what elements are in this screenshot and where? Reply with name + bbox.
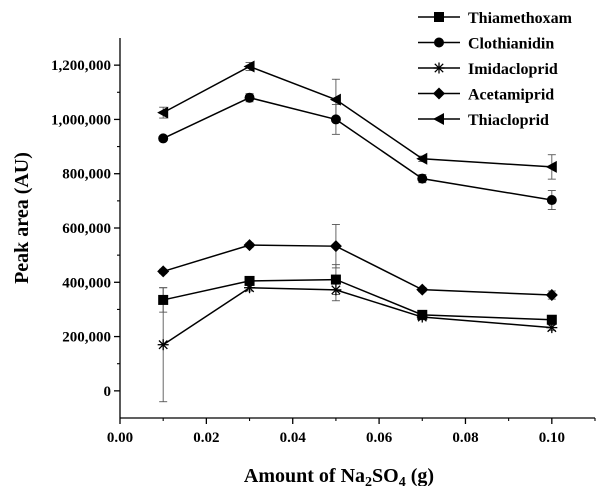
x-axis-title-main: Amount of Na — [244, 465, 365, 486]
y-tick-label: 400,000 — [62, 275, 111, 291]
marker-shape — [434, 37, 444, 48]
x-tick-label: 0.04 — [280, 430, 307, 446]
legend-item-clothianidin: Clothianidin — [418, 36, 554, 53]
legend-marker — [434, 37, 444, 48]
marker-shape — [243, 239, 256, 252]
legend-label: Clothianidin — [468, 36, 554, 53]
x-axis-title-sub-1: 2 — [365, 475, 372, 486]
marker-shape — [416, 283, 429, 296]
data-point-thiamethoxam — [158, 294, 169, 305]
data-point-imidacloprid — [244, 282, 256, 294]
marker-shape — [434, 12, 444, 22]
marker-shape — [330, 114, 341, 125]
marker-shape — [433, 87, 445, 100]
data-point-acetamiprid — [416, 283, 429, 296]
series-lines — [162, 65, 552, 346]
data-point-thiamethoxam — [244, 275, 255, 286]
marker-shape — [158, 133, 169, 144]
x-tick-label: 0.06 — [366, 430, 393, 446]
legend-marker — [434, 12, 444, 22]
data-point-acetamiprid — [329, 240, 342, 253]
data-point-imidacloprid — [416, 311, 428, 323]
marker-shape — [330, 274, 341, 285]
marker-shape — [546, 314, 557, 325]
marker-shape — [329, 93, 341, 106]
data-point-acetamiprid — [157, 265, 170, 278]
data-point-thiacloprid — [416, 152, 428, 165]
x-axis-title: Amount of Na2SO4 (g) — [244, 465, 434, 486]
data-point-imidacloprid — [330, 284, 342, 296]
x-axis-title-end: (g) — [406, 465, 434, 486]
y-tick-label: 0 — [104, 384, 112, 400]
legend-label: Thiamethoxam — [468, 10, 573, 27]
y-tick-label: 200,000 — [62, 330, 111, 346]
marker-shape — [244, 275, 255, 286]
marker-shape — [545, 289, 558, 302]
marker-shape — [243, 60, 255, 73]
data-point-imidacloprid — [157, 339, 169, 351]
data-point-acetamiprid — [243, 239, 256, 252]
legend-label: Thiacloprid — [468, 112, 549, 129]
data-point-thiamethoxam — [330, 274, 341, 285]
legend-item-acetamiprid: Acetamiprid — [418, 87, 554, 104]
data-point-thiacloprid — [243, 60, 255, 73]
series-markers — [157, 60, 558, 351]
data-point-thiacloprid — [329, 93, 341, 106]
y-tick-label: 1,200,000 — [51, 58, 111, 74]
data-point-thiacloprid — [157, 106, 169, 119]
legend-marker — [433, 113, 444, 125]
data-point-imidacloprid — [546, 322, 558, 334]
data-point-clothianidin — [244, 92, 255, 103]
marker-shape — [329, 240, 342, 253]
data-point-clothianidin — [158, 133, 169, 144]
marker-shape — [546, 195, 557, 206]
legend-item-thiacloprid: Thiacloprid — [418, 112, 549, 129]
marker-shape — [157, 106, 169, 119]
marker-shape — [416, 152, 428, 165]
data-point-clothianidin — [330, 114, 341, 125]
axes: 0 200,000 400,000 600,000 800,000 1,000,000 1,… — [51, 38, 596, 446]
marker-shape — [158, 294, 169, 305]
data-point-thiacloprid — [545, 160, 557, 173]
legend-label: Acetamiprid — [468, 87, 554, 104]
legend-label: Imidacloprid — [468, 61, 558, 78]
legend-marker — [433, 62, 445, 74]
data-point-thiamethoxam — [546, 314, 557, 325]
y-tick-label: 1,000,000 — [51, 112, 111, 128]
x-tick-label: 0.10 — [539, 430, 565, 446]
x-tick-label: 0.08 — [452, 430, 478, 446]
y-tick-label: 600,000 — [62, 221, 111, 237]
legend-item-imidacloprid: Imidacloprid — [418, 61, 558, 78]
marker-shape — [244, 92, 255, 103]
data-point-clothianidin — [417, 173, 428, 184]
marker-shape — [433, 113, 444, 125]
marker-shape — [417, 173, 428, 184]
legend-marker — [433, 87, 445, 100]
series-line-imidacloprid — [162, 286, 552, 346]
legend: Thiamethoxam Clothianidin Imidacloprid Acet… — [418, 10, 573, 129]
x-axis-title-sub-2: 4 — [399, 475, 406, 486]
x-tick-label: 0.00 — [107, 430, 133, 446]
y-axis-title: Peak area (AU) — [11, 152, 33, 284]
series-line-thiamethoxam — [163, 278, 552, 321]
marker-shape — [157, 265, 170, 278]
x-tick-label: 0.02 — [193, 430, 219, 446]
data-point-clothianidin — [546, 195, 557, 206]
y-tick-label: 800,000 — [62, 167, 111, 183]
data-point-acetamiprid — [545, 289, 558, 302]
x-axis-title-mid: SO — [372, 465, 399, 486]
marker-shape — [545, 160, 557, 173]
legend-item-thiamethoxam: Thiamethoxam — [418, 10, 573, 27]
